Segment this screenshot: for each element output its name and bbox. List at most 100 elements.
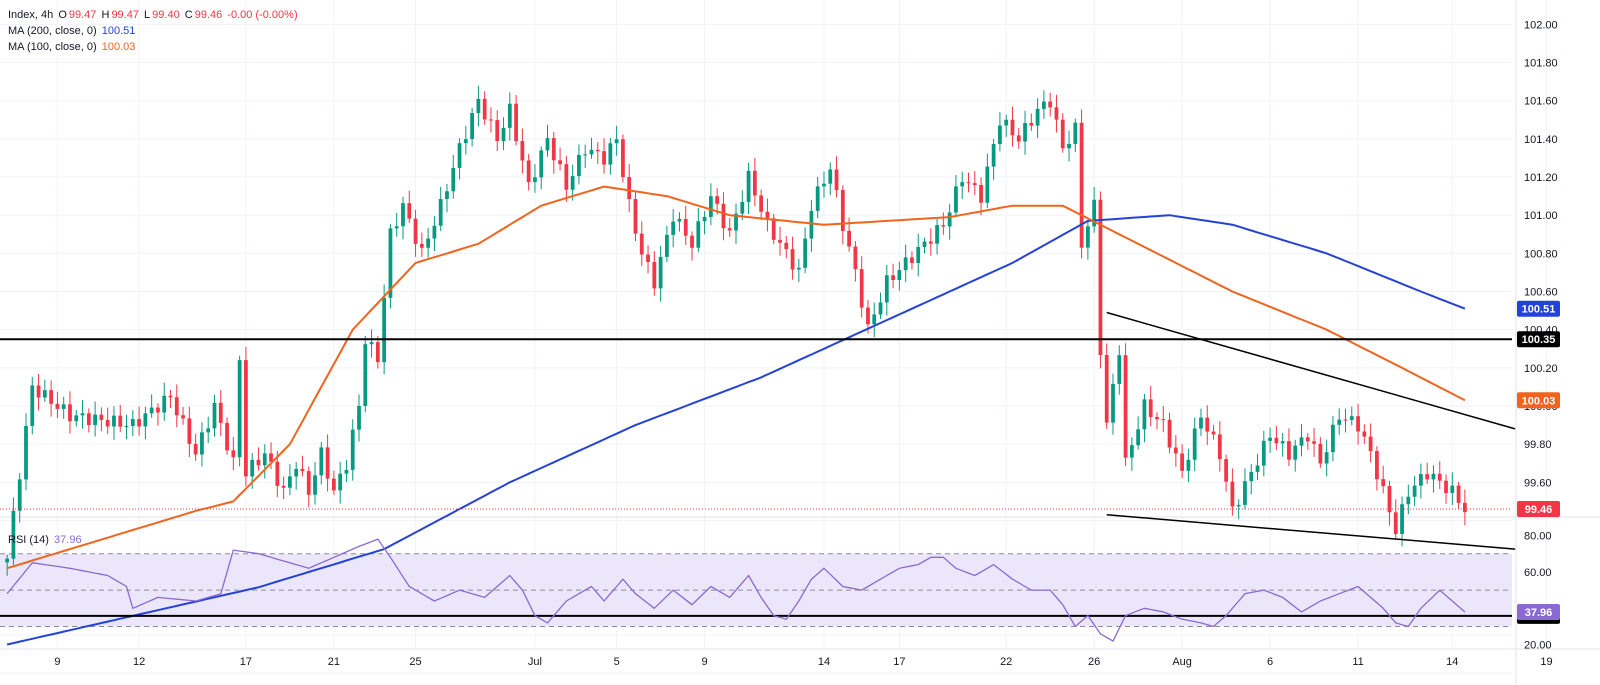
ma200-label: MA (200, close, 0) xyxy=(8,25,97,37)
price-tag-box xyxy=(1517,300,1560,317)
candle-body xyxy=(1255,465,1260,472)
candle-body xyxy=(583,154,588,156)
candle-body xyxy=(463,139,468,144)
rsi-line xyxy=(6,538,1466,642)
candle-body xyxy=(1217,434,1222,460)
candle-body xyxy=(457,143,462,168)
open-label: O xyxy=(58,9,67,21)
candle-body xyxy=(225,422,229,451)
candle-body xyxy=(445,191,449,199)
candle-body xyxy=(42,390,47,398)
candle-body xyxy=(646,254,650,262)
candle-body xyxy=(822,183,826,187)
price-tag-label: 100.35 xyxy=(1522,334,1556,346)
candle-body xyxy=(1412,485,1417,497)
candle-body xyxy=(577,154,581,177)
candle-body xyxy=(269,453,273,462)
candle-body xyxy=(250,459,255,477)
candle-body xyxy=(388,228,393,298)
candle-body xyxy=(231,450,236,458)
candle-body xyxy=(1224,459,1228,482)
candle-body xyxy=(1444,480,1448,494)
candle-body xyxy=(1111,383,1115,423)
candle-body xyxy=(633,198,638,234)
time-tick-label: 5 xyxy=(614,656,620,668)
candle-body xyxy=(1117,355,1122,384)
candle-body xyxy=(1073,122,1078,144)
candle-body xyxy=(1023,123,1027,142)
ohlc-legend: Index, 4h O 99.47 H 99.47 L 99.40 C 99.46 -0… xyxy=(8,9,300,21)
candle-body xyxy=(1437,473,1442,481)
candle-body xyxy=(897,270,902,281)
time-tick-label: 21 xyxy=(328,656,340,668)
candle-body xyxy=(1343,419,1348,421)
candle-body xyxy=(451,167,456,192)
candle-body xyxy=(1211,431,1216,435)
candle-body xyxy=(1048,101,1053,108)
candle-body xyxy=(1148,399,1153,418)
candle-body xyxy=(1205,417,1210,432)
support-resistance-levels xyxy=(0,311,1516,617)
candle-body xyxy=(891,275,895,281)
candle-body xyxy=(998,125,1002,145)
candle-body xyxy=(1016,135,1021,142)
candle-body xyxy=(275,461,280,486)
candle-body xyxy=(696,221,701,248)
candle-body xyxy=(1337,419,1342,425)
candle-body xyxy=(570,176,575,190)
time-tick-label: 14 xyxy=(818,656,830,668)
candle-body xyxy=(482,98,487,120)
candle-body xyxy=(778,239,782,243)
candle-body xyxy=(432,225,437,239)
candle-body xyxy=(1067,143,1071,149)
candle-body xyxy=(665,234,669,257)
candle-body xyxy=(564,164,569,190)
candle-body xyxy=(1104,355,1109,423)
low-label: L xyxy=(144,9,151,21)
time-tick-label: 17 xyxy=(240,656,252,668)
candle-body xyxy=(1092,199,1097,227)
candle-body xyxy=(407,203,412,219)
candle-body xyxy=(941,225,946,227)
change-value: -0.00 (-0.00%) xyxy=(227,9,298,21)
rsi-tick-label: 20.00 xyxy=(1524,640,1552,652)
time-axis: 9 12 17 21 25 Jul 5 9 14 17 22 26 Aug 6 11 14 19 xyxy=(54,656,1552,668)
candle-body xyxy=(130,419,135,426)
candle-body xyxy=(621,139,625,178)
candle-body xyxy=(375,342,380,363)
candle-body xyxy=(1060,119,1065,149)
candle-body xyxy=(759,195,764,212)
candle-body xyxy=(589,149,594,155)
time-tick-label: 17 xyxy=(893,656,905,668)
rsi-tick-label: 60.00 xyxy=(1524,567,1552,579)
price-tick-label: 101.20 xyxy=(1524,172,1558,184)
candle-body xyxy=(878,302,883,315)
candle-body xyxy=(162,395,167,413)
candle-body xyxy=(979,184,983,203)
candle-body xyxy=(771,218,776,240)
candle-body xyxy=(828,169,833,184)
candlestick-series xyxy=(5,85,1467,576)
candle-body xyxy=(174,397,179,416)
candle-body xyxy=(1356,416,1360,432)
candle-body xyxy=(5,558,10,563)
candle-body xyxy=(1419,474,1423,486)
candle-body xyxy=(1324,452,1329,464)
ma200-value: 100.51 xyxy=(101,25,136,37)
candle-body xyxy=(1318,443,1323,464)
candle-body xyxy=(608,143,613,165)
time-tick-label: 9 xyxy=(702,656,708,668)
candle-body xyxy=(36,385,41,398)
candle-body xyxy=(1274,437,1279,444)
candle-body xyxy=(966,182,971,184)
time-tick-label: Jul xyxy=(528,656,542,668)
candle-body xyxy=(124,425,129,427)
candle-body xyxy=(501,127,506,142)
candle-body xyxy=(752,170,757,196)
candle-body xyxy=(181,415,185,419)
time-tick-label: 22 xyxy=(1000,656,1012,668)
candle-body xyxy=(137,419,141,427)
candle-body xyxy=(294,468,299,477)
